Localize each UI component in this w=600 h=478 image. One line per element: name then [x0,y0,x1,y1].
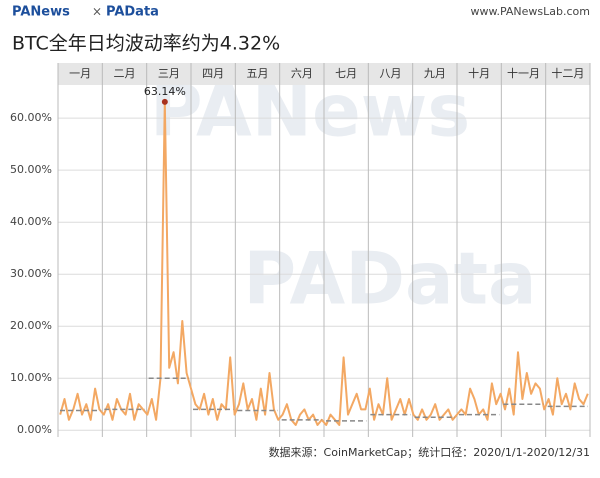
peak-point [161,98,168,105]
source-note: 数据来源：CoinMarketCap；统计口径：2020/1/1-2020/12… [269,445,590,459]
y-tick-label: 30.00% [10,267,52,280]
y-tick-label: 60.00% [10,111,52,124]
x-tick-label: 四月 [202,67,224,80]
x-tick-label: 十月 [468,66,490,80]
y-tick-label: 20.00% [10,319,52,332]
x-tick-label: 五月 [247,67,269,80]
chart-title: BTC全年日均波动率约为4.32% [12,33,280,55]
x-tick-label: 三月 [158,67,180,80]
x-tick-label: 十二月 [551,66,584,80]
x-tick-label: 八月 [380,67,402,80]
x-tick-label: 二月 [114,67,136,80]
y-tick-label: 0.00% [17,423,52,436]
y-tick-label: 50.00% [10,163,52,176]
logo-left: PANews [12,5,70,20]
x-tick-label: 七月 [335,67,357,80]
x-tick-label: 六月 [291,67,313,80]
logo-separator: × [92,5,102,19]
logo-right: PAData [106,5,159,20]
x-tick-label: 九月 [424,67,446,80]
x-tick-label: 一月 [69,67,91,80]
watermark: PAData [243,237,536,321]
y-tick-label: 10.00% [10,371,52,384]
volatility-line [59,100,589,426]
x-tick-label: 十一月 [507,66,540,80]
y-tick-label: 40.00% [10,215,52,228]
url: www.PANewsLab.com [471,5,591,18]
peak-label: 63.14% [144,85,186,98]
